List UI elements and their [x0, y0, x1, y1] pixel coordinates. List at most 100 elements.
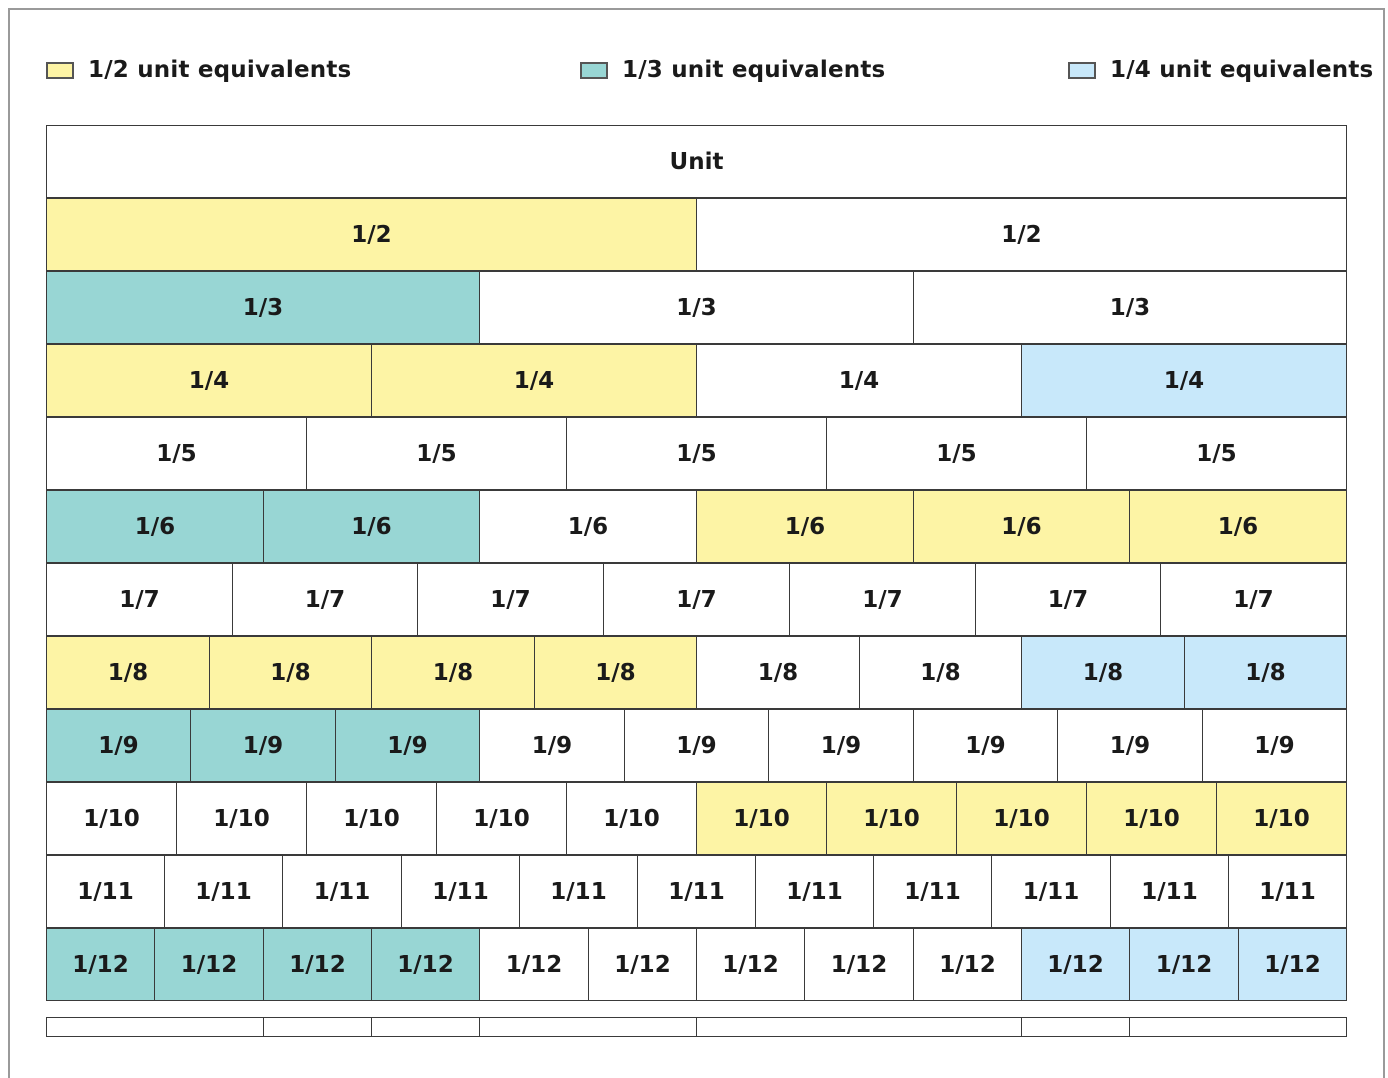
fraction-cell: 1/12: [588, 928, 697, 1001]
fraction-cell: 1/12: [263, 928, 372, 1001]
wall-row-1-4: 1/4 1/4 1/4 1/4: [46, 344, 1347, 417]
fraction-cell: 1/12: [804, 928, 914, 1001]
fraction-cell: 1/7: [417, 563, 604, 636]
legend-item-third: 1/3 unit equivalents: [580, 57, 885, 83]
fraction-cell: 1/11: [401, 855, 520, 928]
fraction-cell: 1/12: [913, 928, 1022, 1001]
fraction-cell: 1/10: [176, 782, 307, 855]
legend: 1/2 unit equivalents 1/3 unit equivalent…: [0, 0, 1388, 110]
fraction-cell: 1/9: [624, 709, 769, 782]
fraction-cell: 1/7: [789, 563, 976, 636]
fraction-cell: 1/11: [755, 855, 874, 928]
legend-swatch-half: [46, 61, 74, 79]
bottom-strip-segment: [371, 1017, 480, 1037]
fraction-cell: 1/10: [566, 782, 697, 855]
fraction-cell: 1/8: [371, 636, 535, 709]
legend-item-half: 1/2 unit equivalents: [46, 57, 351, 83]
wall-row-1-2: 1/2 1/2: [46, 198, 1347, 271]
fraction-cell: 1/12: [1129, 928, 1239, 1001]
fraction-cell: 1/6: [479, 490, 697, 563]
bottom-strip-segment: [1021, 1017, 1130, 1037]
wall-row-unit: Unit: [46, 125, 1347, 198]
wall-row-1-9: 1/9 1/9 1/9 1/9 1/9 1/9 1/9 1/9 1/9: [46, 709, 1347, 782]
fraction-cell: 1/8: [46, 636, 210, 709]
fraction-cell: 1/8: [534, 636, 697, 709]
fraction-cell: 1/9: [190, 709, 336, 782]
fraction-cell: 1/7: [603, 563, 790, 636]
wall-row-1-3: 1/3 1/3 1/3: [46, 271, 1347, 344]
wall-row-1-12: 1/12 1/12 1/12 1/12 1/12 1/12 1/12 1/12 1/12 1/12…: [46, 928, 1347, 1001]
bottom-strip-segment: [46, 1017, 264, 1037]
wall-row-1-7: 1/7 1/7 1/7 1/7 1/7 1/7 1/7: [46, 563, 1347, 636]
bottom-strip-segment: [696, 1017, 1022, 1037]
fraction-cell: 1/12: [371, 928, 480, 1001]
fraction-cell: 1/10: [436, 782, 567, 855]
fraction-cell: 1/12: [1238, 928, 1347, 1001]
legend-label-third: 1/3 unit equivalents: [622, 57, 886, 83]
bottom-strip-segment: [263, 1017, 372, 1037]
fraction-cell: 1/11: [637, 855, 756, 928]
fraction-cell: 1/4: [696, 344, 1022, 417]
fraction-cell: 1/12: [479, 928, 589, 1001]
fraction-cell: 1/2: [696, 198, 1347, 271]
legend-label-quarter: 1/4 unit equivalents: [1110, 57, 1374, 83]
fraction-cell: 1/3: [913, 271, 1347, 344]
fraction-cell: 1/7: [1160, 563, 1347, 636]
fraction-cell: 1/4: [46, 344, 372, 417]
fraction-cell: 1/10: [1216, 782, 1347, 855]
fraction-cell: 1/7: [975, 563, 1161, 636]
fraction-cell: 1/4: [1021, 344, 1347, 417]
fraction-cell: 1/8: [209, 636, 372, 709]
fraction-cell: 1/9: [1202, 709, 1347, 782]
bottom-strip-segment: [479, 1017, 697, 1037]
fraction-cell: 1/9: [913, 709, 1058, 782]
fraction-cell: 1/6: [1129, 490, 1347, 563]
fraction-cell: 1/10: [46, 782, 177, 855]
bottom-strip-segment: [1129, 1017, 1347, 1037]
fraction-cell: 1/11: [282, 855, 402, 928]
fraction-cell: 1/10: [1086, 782, 1217, 855]
fraction-cell: 1/9: [46, 709, 191, 782]
fraction-cell: 1/11: [873, 855, 992, 928]
fraction-cell: 1/12: [46, 928, 155, 1001]
fraction-cell: 1/11: [1228, 855, 1347, 928]
bottom-strip: [46, 1017, 1347, 1037]
fraction-cell: 1/8: [1184, 636, 1347, 709]
fraction-cell: 1/9: [335, 709, 480, 782]
figure-frame: [8, 8, 1385, 1078]
fraction-cell: 1/11: [991, 855, 1111, 928]
fraction-cell: 1/3: [479, 271, 914, 344]
fraction-cell: 1/10: [306, 782, 437, 855]
fraction-cell: 1/6: [696, 490, 914, 563]
fraction-cell: 1/10: [826, 782, 957, 855]
wall-row-1-5: 1/5 1/5 1/5 1/5 1/5: [46, 417, 1347, 490]
fraction-cell: 1/7: [232, 563, 418, 636]
fraction-cell: 1/12: [1021, 928, 1130, 1001]
fraction-cell: 1/11: [46, 855, 165, 928]
legend-swatch-quarter: [1068, 61, 1096, 79]
fraction-cell: 1/5: [1086, 417, 1347, 490]
fraction-cell: 1/8: [1021, 636, 1185, 709]
legend-label-half: 1/2 unit equivalents: [88, 57, 352, 83]
fraction-cell: 1/4: [371, 344, 697, 417]
fraction-cell: 1/8: [859, 636, 1022, 709]
fraction-cell: 1/3: [46, 271, 480, 344]
fraction-cell: 1/11: [164, 855, 283, 928]
fraction-cell: 1/9: [1057, 709, 1203, 782]
wall-row-1-6: 1/6 1/6 1/6 1/6 1/6 1/6: [46, 490, 1347, 563]
legend-item-quarter: 1/4 unit equivalents: [1068, 57, 1373, 83]
fraction-cell: 1/11: [1110, 855, 1229, 928]
fraction-cell: 1/9: [479, 709, 625, 782]
fraction-cell: 1/5: [46, 417, 307, 490]
fraction-cell: 1/5: [826, 417, 1087, 490]
fraction-cell: 1/7: [46, 563, 233, 636]
fraction-cell: 1/2: [46, 198, 697, 271]
wall-row-1-11: 1/11 1/11 1/11 1/11 1/11 1/11 1/11 1/11 1/11 1/11…: [46, 855, 1347, 928]
fraction-cell: 1/6: [263, 490, 480, 563]
fraction-cell: 1/12: [154, 928, 264, 1001]
fraction-cell: 1/11: [519, 855, 638, 928]
wall-row-1-8: 1/8 1/8 1/8 1/8 1/8 1/8 1/8 1/8: [46, 636, 1347, 709]
fraction-cell: 1/6: [913, 490, 1130, 563]
fraction-cell: 1/6: [46, 490, 264, 563]
fraction-cell: 1/9: [768, 709, 914, 782]
